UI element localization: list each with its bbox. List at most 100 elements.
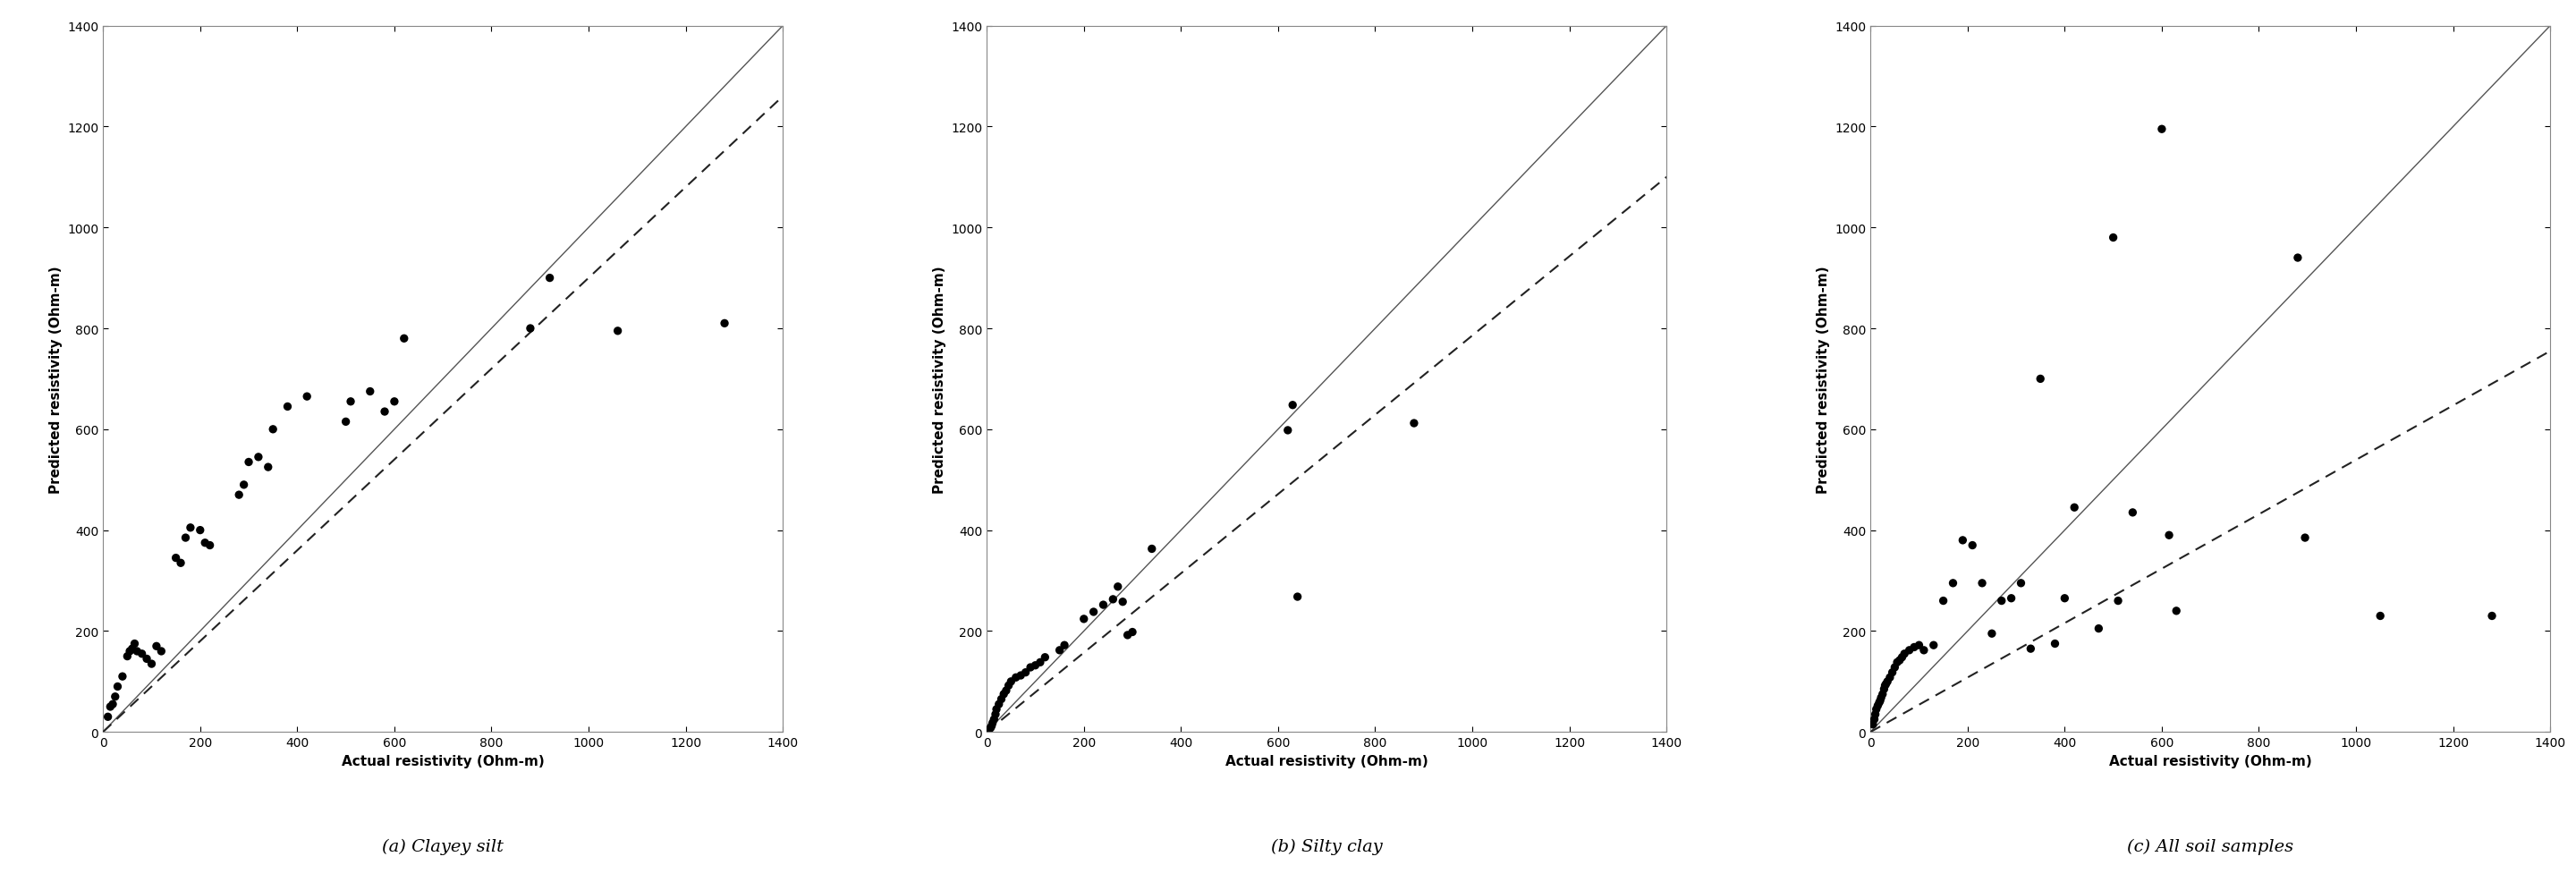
Point — [224, 478, 265, 492]
Point — [1860, 694, 1901, 708]
Point — [108, 645, 149, 659]
Point — [219, 488, 260, 502]
Point — [1888, 643, 1929, 657]
Point — [1131, 542, 1172, 557]
Point — [1942, 534, 1984, 548]
Point — [981, 692, 1023, 706]
Point — [2002, 576, 2043, 590]
Point — [111, 642, 152, 656]
Point — [113, 637, 155, 651]
Point — [994, 670, 1036, 684]
Point — [90, 699, 131, 714]
Point — [1038, 643, 1079, 657]
Point — [2285, 531, 2326, 545]
Point — [350, 385, 392, 399]
Point — [1082, 598, 1123, 612]
Text: (b) Silty clay: (b) Silty clay — [1270, 838, 1383, 854]
Point — [1883, 647, 1924, 661]
Point — [979, 698, 1020, 712]
Point — [180, 523, 222, 537]
Point — [247, 460, 289, 475]
Point — [1113, 625, 1154, 639]
Point — [252, 422, 294, 437]
Point — [528, 272, 569, 286]
Point — [1857, 699, 1899, 713]
Point — [1074, 605, 1115, 619]
Point — [1971, 627, 2012, 641]
Point — [1904, 643, 1945, 657]
Point — [1878, 654, 1919, 668]
Point — [971, 719, 1012, 733]
Text: (c) All soil samples: (c) All soil samples — [2128, 838, 2293, 854]
Point — [1267, 423, 1309, 437]
Point — [188, 539, 229, 553]
Point — [98, 680, 139, 694]
Point — [103, 669, 144, 684]
Point — [598, 325, 639, 339]
Point — [1015, 659, 1056, 673]
Point — [703, 317, 744, 331]
Point — [969, 722, 1010, 736]
Point — [1953, 539, 1994, 553]
Point — [1852, 717, 1893, 731]
Point — [142, 645, 183, 659]
Point — [185, 536, 227, 550]
Point — [88, 710, 129, 724]
Point — [2020, 372, 2061, 386]
Point — [1981, 594, 2022, 608]
Point — [137, 639, 178, 654]
Point — [325, 415, 366, 430]
Text: (a) Clayey silt: (a) Clayey silt — [381, 838, 505, 854]
Y-axis label: Predicted resistivity (Ohm-m): Predicted resistivity (Ohm-m) — [1816, 265, 1829, 493]
Point — [155, 551, 196, 565]
Point — [1865, 677, 1906, 691]
Point — [510, 322, 551, 336]
Y-axis label: Predicted resistivity (Ohm-m): Predicted resistivity (Ohm-m) — [49, 265, 62, 493]
Point — [1991, 592, 2032, 606]
Point — [2009, 642, 2050, 656]
Point — [1875, 655, 1917, 669]
Point — [2045, 592, 2087, 606]
Point — [330, 395, 371, 409]
Point — [126, 652, 167, 666]
Point — [116, 645, 157, 659]
Point — [999, 669, 1041, 683]
Point — [974, 707, 1015, 721]
Point — [1855, 707, 1896, 721]
Point — [363, 405, 404, 419]
Point — [1108, 628, 1149, 642]
X-axis label: Actual resistivity (Ohm-m): Actual resistivity (Ohm-m) — [343, 754, 544, 767]
Point — [131, 657, 173, 671]
Point — [1875, 661, 1917, 675]
Point — [1064, 612, 1105, 626]
Point — [165, 531, 206, 545]
Point — [1005, 666, 1046, 680]
Point — [1860, 691, 1901, 705]
Point — [286, 390, 327, 404]
Point — [989, 678, 1030, 692]
Point — [976, 702, 1018, 716]
Point — [384, 332, 425, 346]
Point — [1043, 639, 1084, 653]
Point — [1273, 399, 1314, 413]
Point — [1855, 713, 1896, 727]
Point — [971, 721, 1012, 735]
Point — [1855, 702, 1896, 716]
Point — [95, 690, 137, 704]
Point — [1960, 576, 2002, 590]
Point — [971, 716, 1012, 730]
Point — [2141, 123, 2182, 137]
Point — [1862, 687, 1904, 701]
Point — [2277, 251, 2318, 265]
Point — [1103, 595, 1144, 609]
Point — [974, 713, 1015, 727]
Point — [1868, 675, 1909, 689]
Point — [2092, 231, 2133, 245]
Point — [1922, 594, 1963, 608]
Point — [984, 687, 1025, 701]
Point — [2470, 609, 2512, 624]
Point — [2360, 609, 2401, 624]
Point — [1873, 666, 1914, 680]
Point — [1020, 655, 1061, 669]
Point — [1880, 650, 1922, 664]
